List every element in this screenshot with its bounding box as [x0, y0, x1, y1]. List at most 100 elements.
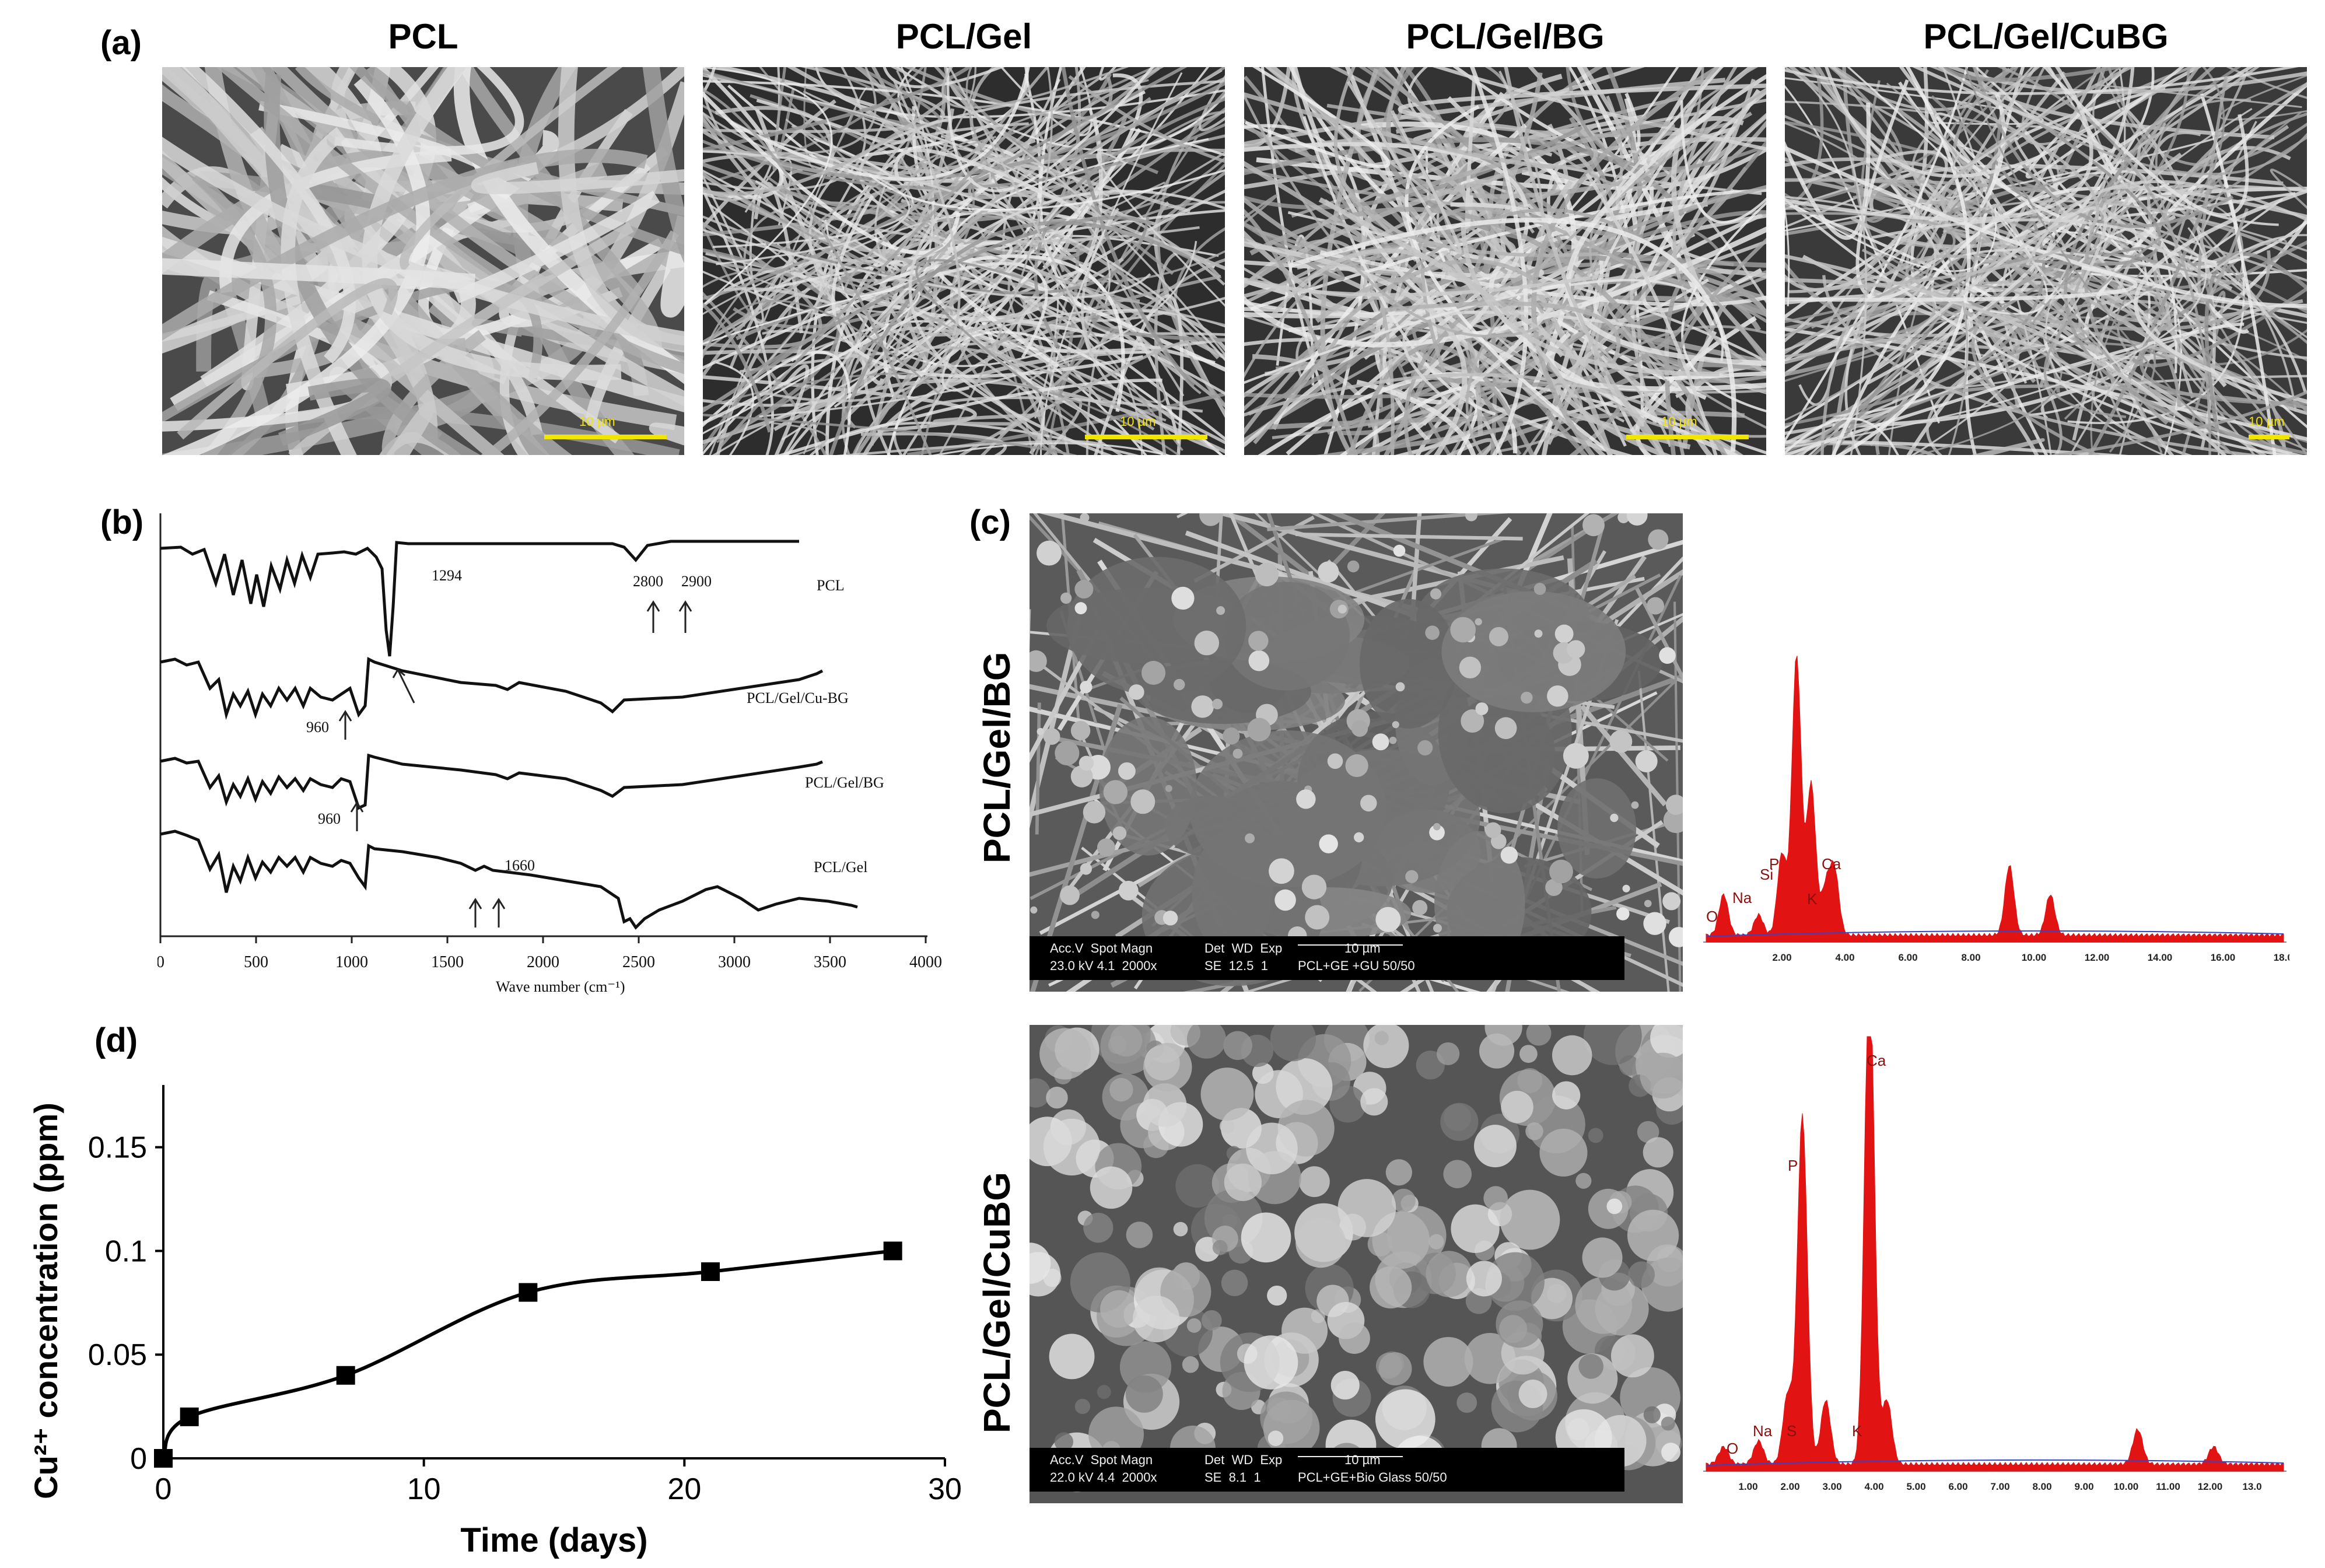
ftir-x-tick-6: 3000 [718, 953, 751, 971]
edx-background-1 [1706, 930, 2284, 937]
edx-spectrum-1: O Na PSi KCa 2.00 4.00 6.00 8.00 10.00 12.00 14.00… [1703, 656, 2289, 963]
panel-label-d: (d) [94, 1021, 138, 1059]
ftir-ann-960-b: 960 [318, 810, 341, 827]
edx-spectrum-fill-1 [1706, 656, 2284, 943]
edx-tick-1-6: 14.00 [2148, 952, 2173, 963]
edx-tick-2-3: 4.00 [1864, 1481, 1883, 1492]
sem-info-scale-line-1 [1298, 944, 1403, 946]
edx-tick-2-11: 12.00 [2198, 1481, 2223, 1492]
sem-scale-text-2: 10 µm [1120, 414, 1156, 429]
edx-tick-1-0: 2.00 [1772, 952, 1791, 963]
ftir-ann-2900: 2900 [681, 573, 712, 590]
ftir-label-pcl-gel: PCL/Gel [814, 859, 867, 876]
edx-tick-2-5: 6.00 [1948, 1481, 1967, 1492]
cu-release-chart: 0 10 20 30 0 0.05 0.1 0.15 Time (days) Cu²⁺ conce… [27, 1085, 962, 1559]
ftir-chart: 0 500 1000 1500 2000 2500 3000 3500 4000 1294 28… [157, 513, 942, 995]
cu-y-label: Cu²⁺ concentration (ppm) [27, 1102, 64, 1499]
sem-info-h2-2: Det WD Exp [1204, 1452, 1283, 1467]
ftir-trace-pcl [160, 540, 799, 657]
edx-tick-1-7: 16.00 [2211, 952, 2236, 963]
sem-info-h2-1: Det WD Exp [1204, 941, 1283, 956]
ftir-x-tick-7: 3500 [814, 953, 846, 971]
edx-tick-2-8: 9.00 [2074, 1481, 2093, 1492]
panel-label-b: (b) [100, 503, 144, 541]
edx-tick-1-1: 4.00 [1835, 952, 1854, 963]
ftir-x-tick-3: 1500 [431, 953, 464, 971]
cu-y-tick-1: 0.05 [88, 1338, 147, 1372]
edx-background-2 [1706, 1459, 2284, 1466]
sem-info-scale-2: 10 µm [1344, 1452, 1381, 1467]
edx-tick-1-8: 18.00 [2274, 952, 2289, 963]
edx-peak-label-na-2: Na [1753, 1422, 1773, 1440]
edx-tick-2-1: 2.00 [1780, 1481, 1799, 1492]
ftir-ann-1294: 1294 [432, 567, 462, 584]
edx-peak-label-na-1: Na [1732, 889, 1752, 907]
ftir-ann-1660: 1660 [505, 857, 535, 874]
ftir-ann-960-a: 960 [306, 719, 329, 736]
edx-tick-2-7: 8.00 [2032, 1481, 2051, 1492]
sem-title-4: PCL/Gel/CuBG [1923, 17, 2169, 56]
sem-info-h1-2: Acc.V Spot Magn [1050, 1452, 1153, 1467]
edx-spectrum-2: O Na S P K Ca 1.00 2.00 3.00 4.00 5.00 6.00 7.00 8.00… [1703, 1036, 2287, 1492]
sem-image-1: 10 µm [162, 67, 684, 455]
sem-title-3: PCL/Gel/BG [1406, 17, 1605, 56]
panel-c-sem-image-2: Acc.V Spot Magn Det WD Exp 10 µm 22.0 kV 4.… [1030, 1025, 1683, 1503]
ftir-trace-pcl-gel [160, 830, 858, 930]
cu-x-tick-3: 30 [928, 1472, 962, 1506]
ftir-x-tick-1: 500 [244, 953, 268, 971]
panel-c-sem-image-1: Acc.V Spot Magn Det WD Exp 10 µm 23.0 kV 4.… [1030, 513, 1683, 992]
sem-scale-bar-1 [544, 435, 667, 439]
panel-label-c: (c) [969, 503, 1011, 541]
sem-info-scale-line-2 [1298, 1456, 1403, 1457]
sem-image-4: 10 µm [1785, 67, 2307, 455]
edx-tick-1-2: 6.00 [1898, 952, 1917, 963]
cu-x-tick-0: 0 [155, 1472, 172, 1506]
edx-peak-label-o-2: O [1727, 1440, 1738, 1457]
sem-scale-bar-3 [1626, 435, 1749, 439]
cu-y-tick-2: 0.1 [105, 1234, 147, 1268]
sem-info-bar-1: Acc.V Spot Magn Det WD Exp 10 µm 23.0 kV 4.… [1030, 936, 1624, 980]
cu-x-label: Time (days) [460, 1521, 647, 1559]
ftir-trace-pcl-gel-cubg [160, 657, 824, 720]
sem-title-2: PCL/Gel [895, 17, 1032, 56]
sem-info-scale-1: 10 µm [1344, 941, 1381, 956]
ftir-x-tick-8: 4000 [909, 953, 942, 971]
ftir-x-tick-4: 2000 [527, 953, 559, 971]
cu-series-line [162, 1249, 894, 1460]
sem-info-sample-1: PCL+GE +GU 50/50 [1298, 958, 1415, 973]
sem-scale-bar-4 [2249, 435, 2289, 439]
sem-info-v2-1: SE 12.5 1 [1204, 958, 1268, 973]
edx-peak-label-k-2: K [1852, 1422, 1862, 1440]
edx-tick-2-2: 3.00 [1822, 1481, 1841, 1492]
edx-spectrum-fill-2 [1706, 1036, 2284, 1472]
cu-data-point-1 [180, 1407, 199, 1426]
sem-title-1: PCL [388, 17, 458, 56]
cu-data-point-4 [701, 1262, 720, 1281]
edx-tick-2-10: 11.00 [2156, 1481, 2180, 1492]
cu-data-point-5 [883, 1241, 902, 1261]
sem-scale-text-4: 10 µm [2249, 414, 2285, 429]
cu-data-point-0 [154, 1449, 173, 1468]
edx-tick-2-4: 5.00 [1906, 1481, 1925, 1492]
cu-y-tick-3: 0.15 [88, 1131, 147, 1165]
ftir-label-pcl: PCL [817, 577, 845, 594]
ftir-x-label: Wave number (cm⁻¹) [496, 978, 625, 995]
sem-scale-text-1: 10 µm [579, 414, 615, 429]
edx-tick-2-6: 7.00 [1990, 1481, 2009, 1492]
edx-tick-2-0: 1.00 [1738, 1481, 1757, 1492]
edx-tick-1-5: 12.00 [2085, 952, 2110, 963]
ftir-label-pcl-gel-cubg: PCL/Gel/Cu-BG [747, 690, 849, 706]
cu-x-tick-1: 10 [407, 1472, 441, 1506]
ftir-x-tick-0: 0 [157, 953, 164, 971]
panel-label-a: (a) [100, 24, 142, 62]
panel-c-row-label-1: PCL/Gel/BG [976, 652, 1018, 863]
cu-data-point-2 [336, 1366, 355, 1385]
sem-info-v1-2: 22.0 kV 4.4 2000x [1050, 1470, 1157, 1485]
edx-tick-1-3: 8.00 [1961, 952, 1980, 963]
edx-peak-label-ca-1: Ca [1822, 855, 1841, 873]
ftir-ann-2800: 2800 [633, 573, 663, 590]
sem-info-sample-2: PCL+GE+Bio Glass 50/50 [1298, 1470, 1447, 1485]
edx-peak-label-k-1: K [1807, 890, 1818, 908]
ftir-label-pcl-gel-bg: PCL/Gel/BG [805, 774, 884, 791]
sem-image-3: 10 µm [1244, 67, 1766, 455]
